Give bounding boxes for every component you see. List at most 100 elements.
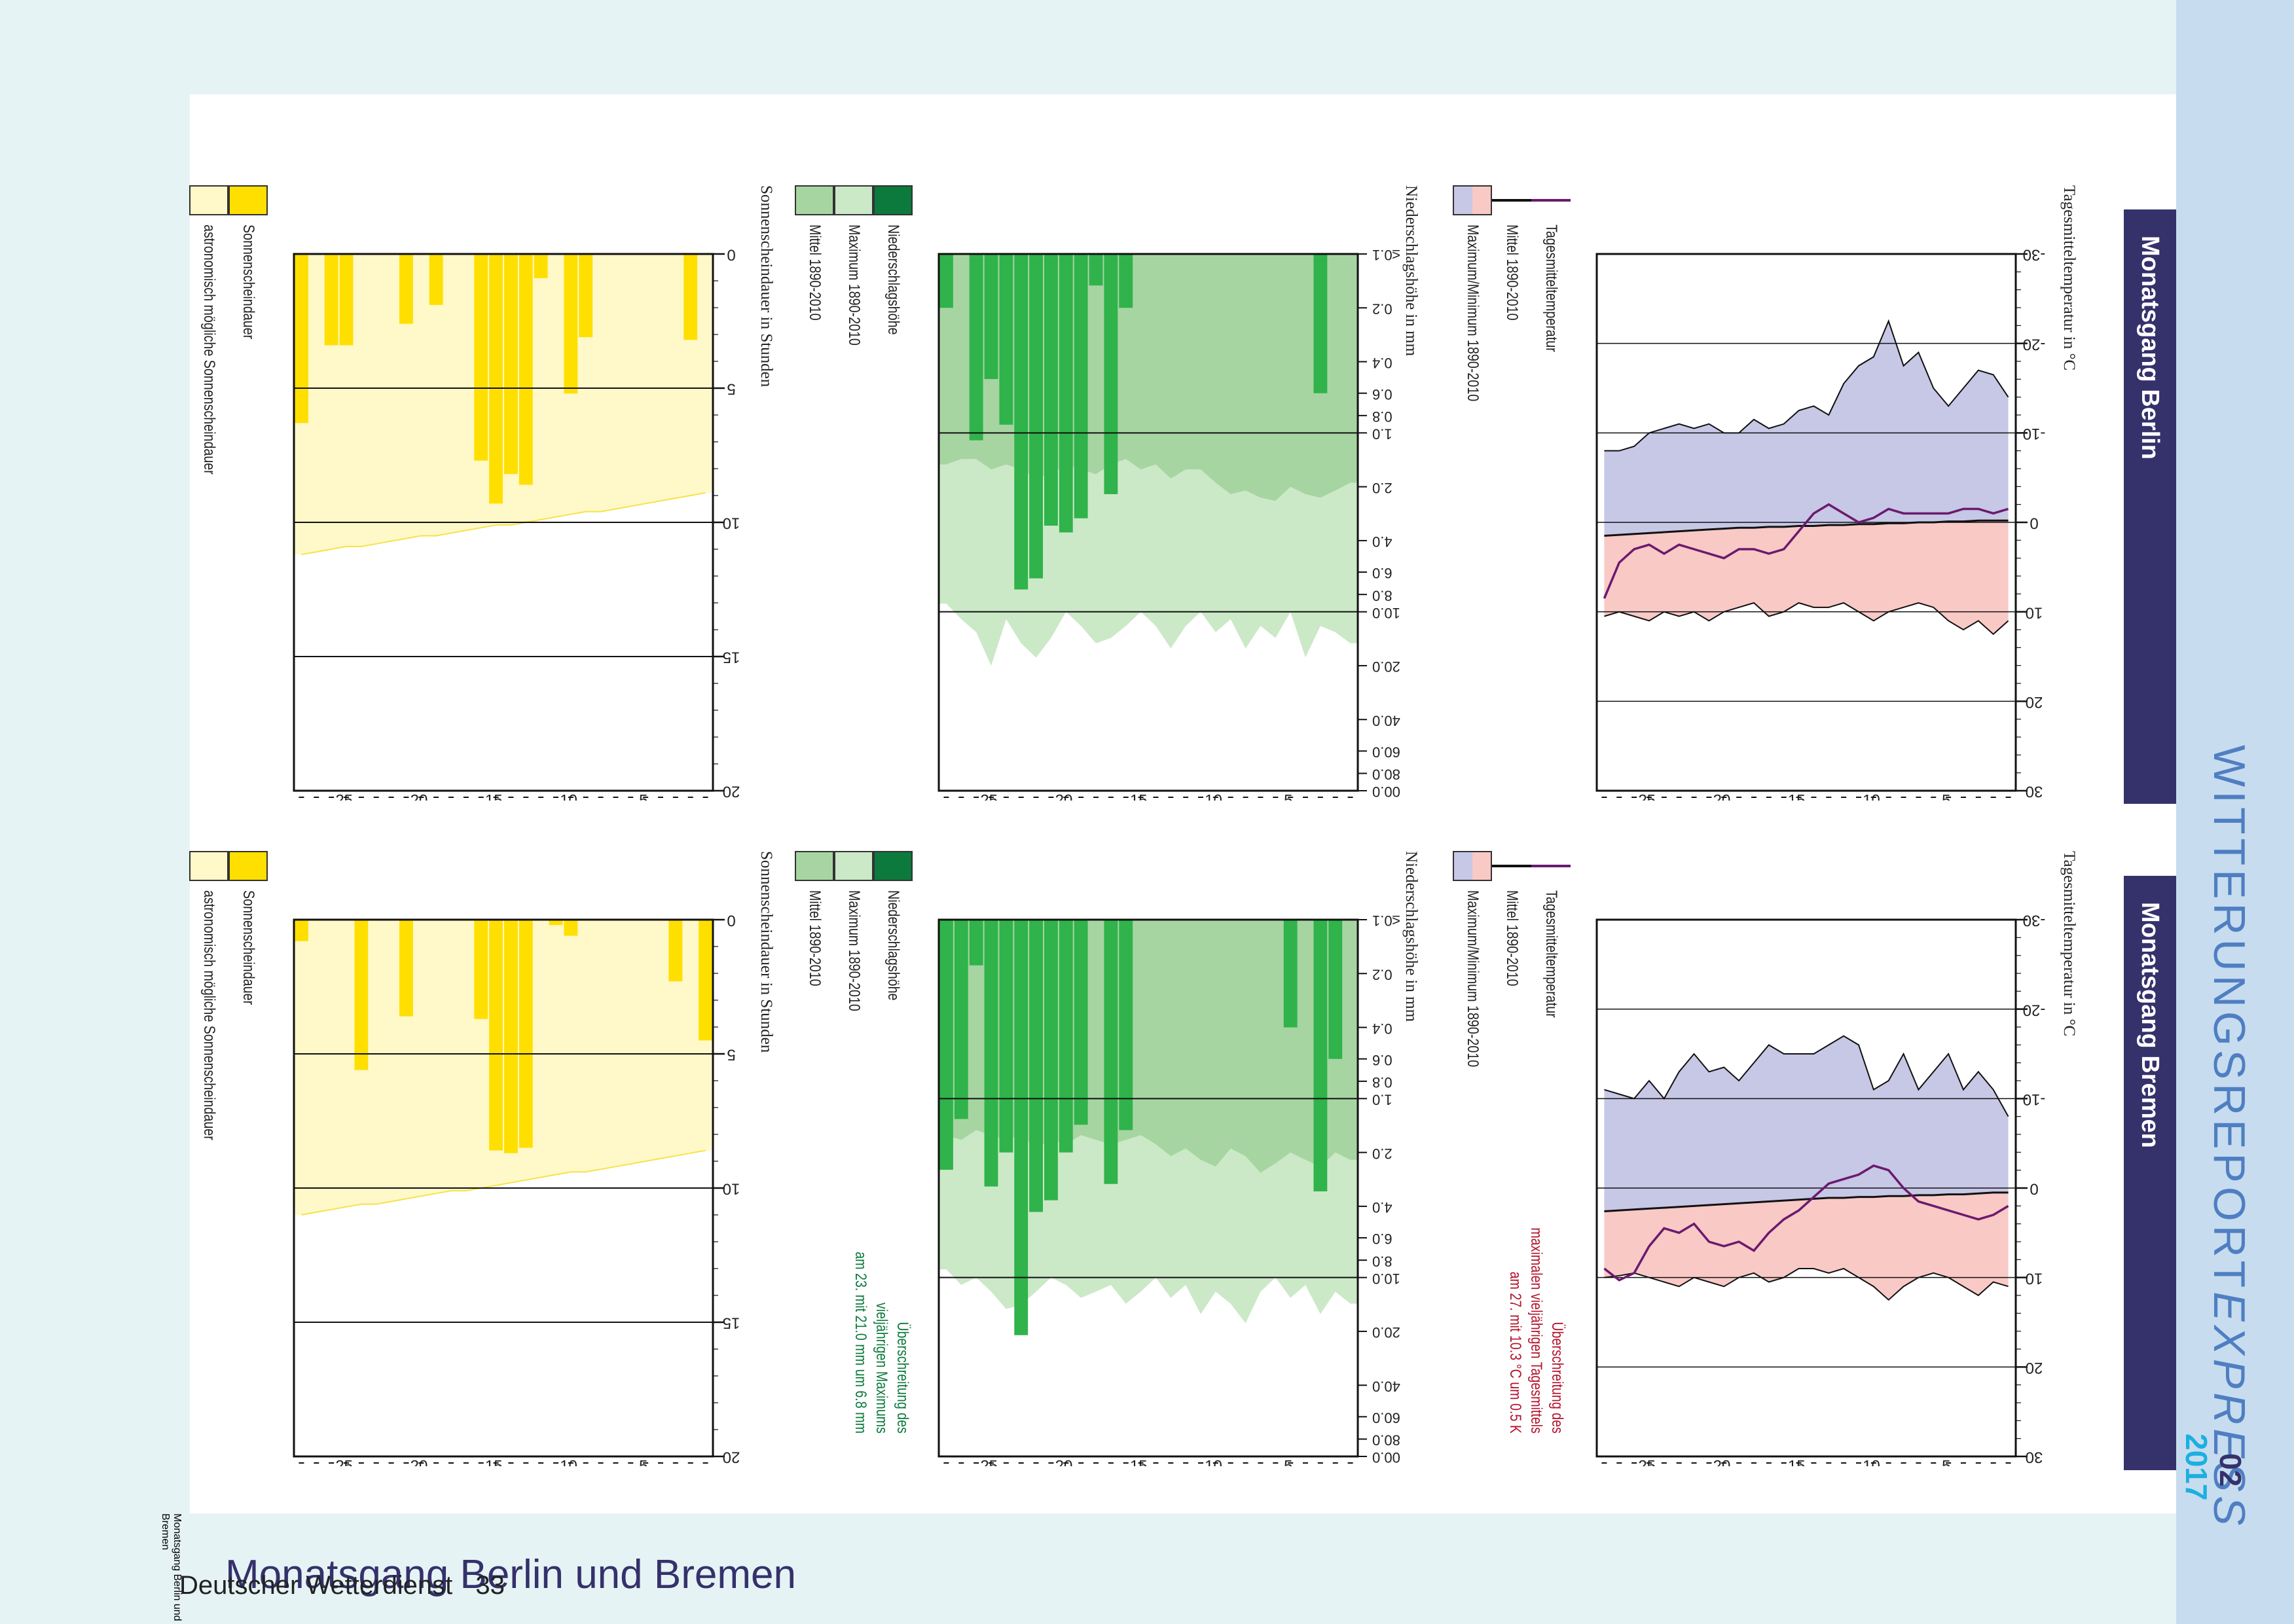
series-line-maximum xyxy=(1604,1267,2009,1301)
left-margin xyxy=(190,0,2176,94)
y-tick-label: 0.8 xyxy=(1372,1074,1393,1091)
sun-bar xyxy=(683,254,698,340)
legend-label: Sonnenscheindauer xyxy=(240,225,257,340)
legend-precip-max-berlin: Maximum 1890-2010 xyxy=(834,185,873,372)
legend-precip-daily-bremen: Niederschlagshöhe xyxy=(873,851,913,1024)
legend-precip-mean-bremen: Mittel 1890-2010 xyxy=(795,851,834,1007)
sun-bar xyxy=(489,920,503,1151)
plot-frame xyxy=(293,253,714,792)
legend-label: Maximum/Minimum 1890-2010 xyxy=(1464,225,1482,402)
x-tick-label: 5. xyxy=(639,1457,652,1466)
y-tick-label: 0 xyxy=(2030,1180,2038,1198)
legend-label: astronomisch mögliche Sonnenscheindauer xyxy=(200,225,218,475)
footer-publisher: Deutscher Wetterdienst xyxy=(179,1571,453,1600)
plot-frame xyxy=(293,918,714,1458)
sun-bar xyxy=(354,920,369,1070)
precip-bar xyxy=(1313,920,1328,1192)
series-area-minimum xyxy=(1604,1036,2009,1212)
y-tick-label: 80.0 xyxy=(1372,767,1400,783)
legend-temp-range-berlin: Maximum/Minimum 1890-2010 xyxy=(1453,185,1492,440)
precipitation-note-text: Überschreitung des vieljährigen Maximums… xyxy=(852,1252,911,1434)
legend-label: Maximum/Minimum 1890-2010 xyxy=(1464,890,1482,1068)
sun-bar xyxy=(564,254,578,394)
precip-bar xyxy=(1283,920,1298,1028)
y-tick-label: 2.0 xyxy=(1372,1146,1393,1162)
legend-sun-astro-berlin: astronomisch mögliche Sonnenscheindauer xyxy=(189,185,228,530)
series-line-astronomical xyxy=(301,492,706,556)
plot-frame xyxy=(1595,253,2017,792)
x-tick-label: 25. xyxy=(980,1457,1002,1466)
legend-precip-mean-berlin: Mittel 1890-2010 xyxy=(795,185,834,342)
legend-label: Maximum 1890-2010 xyxy=(845,225,863,346)
x-tick-label: 25. xyxy=(335,791,357,801)
sun-bar xyxy=(519,920,533,1148)
precip-bar xyxy=(1044,920,1058,1200)
precip-bar xyxy=(939,254,953,308)
series-line-maximum xyxy=(1604,602,2009,636)
series-area-mean xyxy=(939,920,1358,1173)
series-area-minimum xyxy=(1604,321,2009,536)
precip-bar xyxy=(969,920,983,965)
plot-frame xyxy=(938,253,1359,792)
y-tick-label: -30 xyxy=(2023,246,2046,264)
legend-sun-astro-bremen: astronomisch mögliche Sonnenscheindauer xyxy=(189,851,228,1195)
footer: Deutscher Wetterdienst 33 xyxy=(179,1571,505,1600)
y-tick-label: 6.0 xyxy=(1372,565,1393,581)
legend-temp-range-bremen: Maximum/Minimum 1890-2010 xyxy=(1453,851,1492,1106)
sun-bar xyxy=(504,254,518,475)
legend-label: Niederschlagshöhe xyxy=(884,225,902,335)
legend-line-mean xyxy=(1492,185,1531,215)
legend-swatch-precip xyxy=(873,185,913,215)
legend-label: Sonnenscheindauer xyxy=(240,890,257,1005)
y-tick-label: 0.2 xyxy=(1372,300,1393,317)
precip-bar xyxy=(1104,254,1118,494)
y-tick-label: 100.0 xyxy=(1372,1449,1400,1466)
y-tick-label: 10 xyxy=(2026,604,2043,621)
x-tick-label: 10. xyxy=(560,791,581,801)
y-tick-label: 20 xyxy=(2026,1359,2043,1377)
y-tick-label: 1.0 xyxy=(1372,426,1393,442)
x-tick-label: 5. xyxy=(1942,1457,1955,1466)
precipitation-note-bremen: Überschreitung des vieljährigen Maximums… xyxy=(847,1252,913,1434)
legend-line-mean xyxy=(1492,851,1531,881)
y-tick-label: 0 xyxy=(727,912,735,929)
y-tick-label: -10 xyxy=(2023,1091,2046,1108)
x-tick-label: 20. xyxy=(1055,791,1077,801)
sun-bar xyxy=(504,920,518,1153)
legend-line-daily xyxy=(1531,185,1571,215)
x-tick-label: 20. xyxy=(410,1457,432,1466)
x-tick-label: 15. xyxy=(1788,791,1810,801)
y-tick-label: 60.0 xyxy=(1372,744,1400,761)
x-tick-label: 15. xyxy=(485,791,507,801)
y-tick-label: 15 xyxy=(723,649,740,666)
y-tick-label: 8.0 xyxy=(1372,587,1393,604)
x-tick-label: 10. xyxy=(560,1457,581,1466)
sun-title-bremen: Sonnenscheindauer in Stunden xyxy=(757,851,775,1053)
x-tick-label: 25. xyxy=(1638,1457,1660,1466)
precip-bar xyxy=(1119,254,1133,308)
y-tick-label: 0.8 xyxy=(1372,408,1393,425)
precip-bar xyxy=(1029,920,1043,1212)
sun-bar xyxy=(534,254,548,278)
x-tick-label: 25. xyxy=(335,1457,357,1466)
legend-label: Mittel 1890-2010 xyxy=(806,225,824,321)
sun-bar xyxy=(294,254,308,424)
y-tick-label: ≤0.1 xyxy=(1372,912,1400,929)
series-area-astronomical xyxy=(294,254,713,555)
station-header-bremen: Monatsgang Bremen xyxy=(2124,876,2176,1470)
temperature-note-text: Überschreitung des maximalen vieljährige… xyxy=(1506,1227,1566,1434)
sun-bar xyxy=(489,254,503,504)
temp-title-bremen: Tagesmitteltemperatur in °C xyxy=(2060,851,2078,1037)
y-tick-label: 15 xyxy=(723,1314,740,1332)
precip-bar xyxy=(999,920,1013,1153)
y-tick-label: 20.0 xyxy=(1372,659,1400,675)
y-tick-label: 30 xyxy=(2026,783,2043,801)
sun-bar xyxy=(699,920,712,1041)
legend-sun-daily-bremen: Sonnenscheindauer xyxy=(228,851,268,1030)
series-line-astronomical xyxy=(301,1149,706,1216)
y-tick-label: 6.0 xyxy=(1372,1231,1393,1247)
temperature-chart-bremen: -30 -20 -10 0 10 20 30 5. 10. 15. 20. 25. xyxy=(1595,912,2046,1466)
y-tick-label: 0 xyxy=(2030,514,2038,532)
legend-precip-max-bremen: Maximum 1890-2010 xyxy=(834,851,873,1038)
